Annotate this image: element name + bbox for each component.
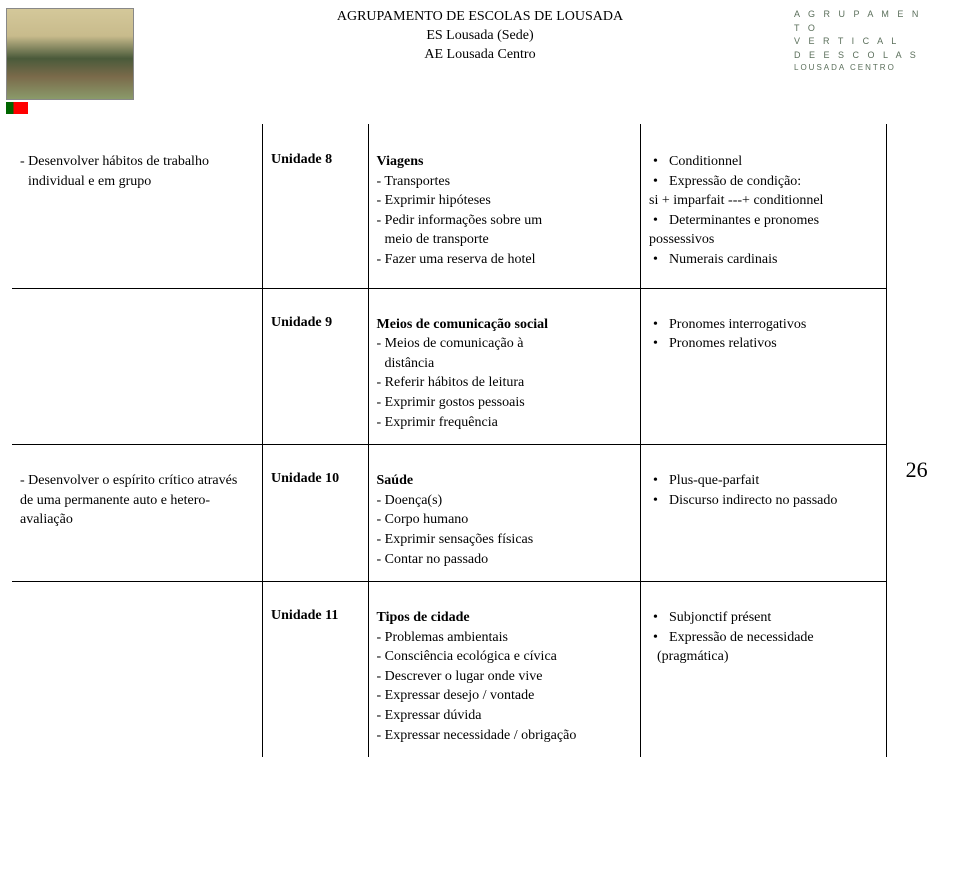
unit-label: Unidade 10 <box>271 471 339 486</box>
obj-line: - Desenvolver o espírito crítico através <box>20 471 254 491</box>
cell-content: Viagens - Transportes - Exprimir hipótes… <box>368 124 641 288</box>
cell-hours <box>887 582 946 758</box>
topic-line: - Pedir informações sobre um <box>377 211 633 231</box>
obj-line: individual e em grupo <box>20 172 254 192</box>
cell-unit: Unidade 9 <box>263 288 368 444</box>
obj-line: - Desenvolver hábitos de trabalho <box>20 152 254 172</box>
cell-unit: Unidade 10 <box>263 445 368 581</box>
grammar-sub: possessivos <box>649 230 878 250</box>
grammar-item: Pronomes relativos <box>649 334 878 354</box>
logo-line1: A G R U P A M E N T O <box>794 8 924 35</box>
unit-label: Unidade 9 <box>271 315 332 330</box>
topic-line: - Transportes <box>377 172 633 192</box>
topic-title: Tipos de cidade <box>377 608 633 628</box>
cell-hours <box>887 124 946 288</box>
curriculum-table: - Desenvolver hábitos de trabalho indivi… <box>12 124 946 757</box>
page-header: AGRUPAMENTO DE ESCOLAS DE LOUSADA ES Lou… <box>0 4 960 104</box>
grammar-sub: si + imparfait ---+ conditionnel <box>649 191 878 211</box>
topic-line: distância <box>377 354 633 374</box>
topic-line: - Meios de comunicação à <box>377 334 633 354</box>
obj-line: avaliação <box>20 510 254 530</box>
table-row: Unidade 9 Meios de comunicação social - … <box>12 288 946 444</box>
logo-line2: V E R T I C A L <box>794 35 924 49</box>
grammar-item: Expressão de necessidade <box>649 628 878 648</box>
grammar-item: Determinantes e pronomes <box>649 211 878 231</box>
logo-line4: LOUSADA CENTRO <box>794 62 924 74</box>
topic-line: - Contar no passado <box>377 550 633 570</box>
cell-hours: 26 <box>887 445 946 581</box>
obj-line: de uma permanente auto e hetero- <box>20 491 254 511</box>
flag-icon <box>6 102 28 114</box>
table-row: Unidade 11 Tipos de cidade - Problemas a… <box>12 582 946 758</box>
topic-line: - Problemas ambientais <box>377 628 633 648</box>
header-logo: A G R U P A M E N T O V E R T I C A L D … <box>794 8 924 80</box>
topic-line: - Descrever o lugar onde vive <box>377 667 633 687</box>
grammar-item: Conditionnel <box>649 152 878 172</box>
topic-line: - Exprimir hipóteses <box>377 191 633 211</box>
cell-objectives <box>12 288 263 444</box>
topic-title: Viagens <box>377 152 633 172</box>
topic-title: Saúde <box>377 471 633 491</box>
topic-line: - Doença(s) <box>377 491 633 511</box>
cell-grammar: Subjonctif présent Expressão de necessid… <box>641 582 887 758</box>
topic-line: - Expressar dúvida <box>377 706 633 726</box>
cell-grammar: Pronomes interrogativos Pronomes relativ… <box>641 288 887 444</box>
grammar-item: Expressão de condição: <box>649 172 878 192</box>
cell-content: Tipos de cidade - Problemas ambientais -… <box>368 582 641 758</box>
grammar-item: Numerais cardinais <box>649 250 878 270</box>
topic-line: - Referir hábitos de leitura <box>377 373 633 393</box>
logo-line3: D E E S C O L A S <box>794 49 924 63</box>
cell-content: Saúde - Doença(s) - Corpo humano - Expri… <box>368 445 641 581</box>
topic-line: - Consciência ecológica e cívica <box>377 647 633 667</box>
topic-line: - Fazer uma reserva de hotel <box>377 250 633 270</box>
topic-line: - Expressar necessidade / obrigação <box>377 726 633 746</box>
table-row: - Desenvolver o espírito crítico através… <box>12 445 946 581</box>
grammar-item: Subjonctif présent <box>649 608 878 628</box>
hours-value: 26 <box>906 457 928 482</box>
cell-unit: Unidade 8 <box>263 124 368 288</box>
cell-content: Meios de comunicação social - Meios de c… <box>368 288 641 444</box>
cell-objectives: - Desenvolver o espírito crítico através… <box>12 445 263 581</box>
grammar-sub: (pragmática) <box>649 647 878 667</box>
table-row: - Desenvolver hábitos de trabalho indivi… <box>12 124 946 288</box>
topic-title: Meios de comunicação social <box>377 315 633 335</box>
grammar-item: Pronomes interrogativos <box>649 315 878 335</box>
cell-hours <box>887 288 946 444</box>
topic-line: meio de transporte <box>377 230 633 250</box>
cell-objectives: - Desenvolver hábitos de trabalho indivi… <box>12 124 263 288</box>
topic-line: - Exprimir frequência <box>377 413 633 433</box>
cell-grammar: Plus-que-parfait Discurso indirecto no p… <box>641 445 887 581</box>
grammar-item: Plus-que-parfait <box>649 471 878 491</box>
cell-objectives <box>12 582 263 758</box>
topic-line: - Exprimir sensações físicas <box>377 530 633 550</box>
topic-line: - Expressar desejo / vontade <box>377 686 633 706</box>
topic-line: - Exprimir gostos pessoais <box>377 393 633 413</box>
topic-line: - Corpo humano <box>377 510 633 530</box>
unit-label: Unidade 8 <box>271 152 332 167</box>
unit-label: Unidade 11 <box>271 608 338 623</box>
cell-grammar: Conditionnel Expressão de condição: si +… <box>641 124 887 288</box>
grammar-item: Discurso indirecto no passado <box>649 491 878 511</box>
cell-unit: Unidade 11 <box>263 582 368 758</box>
